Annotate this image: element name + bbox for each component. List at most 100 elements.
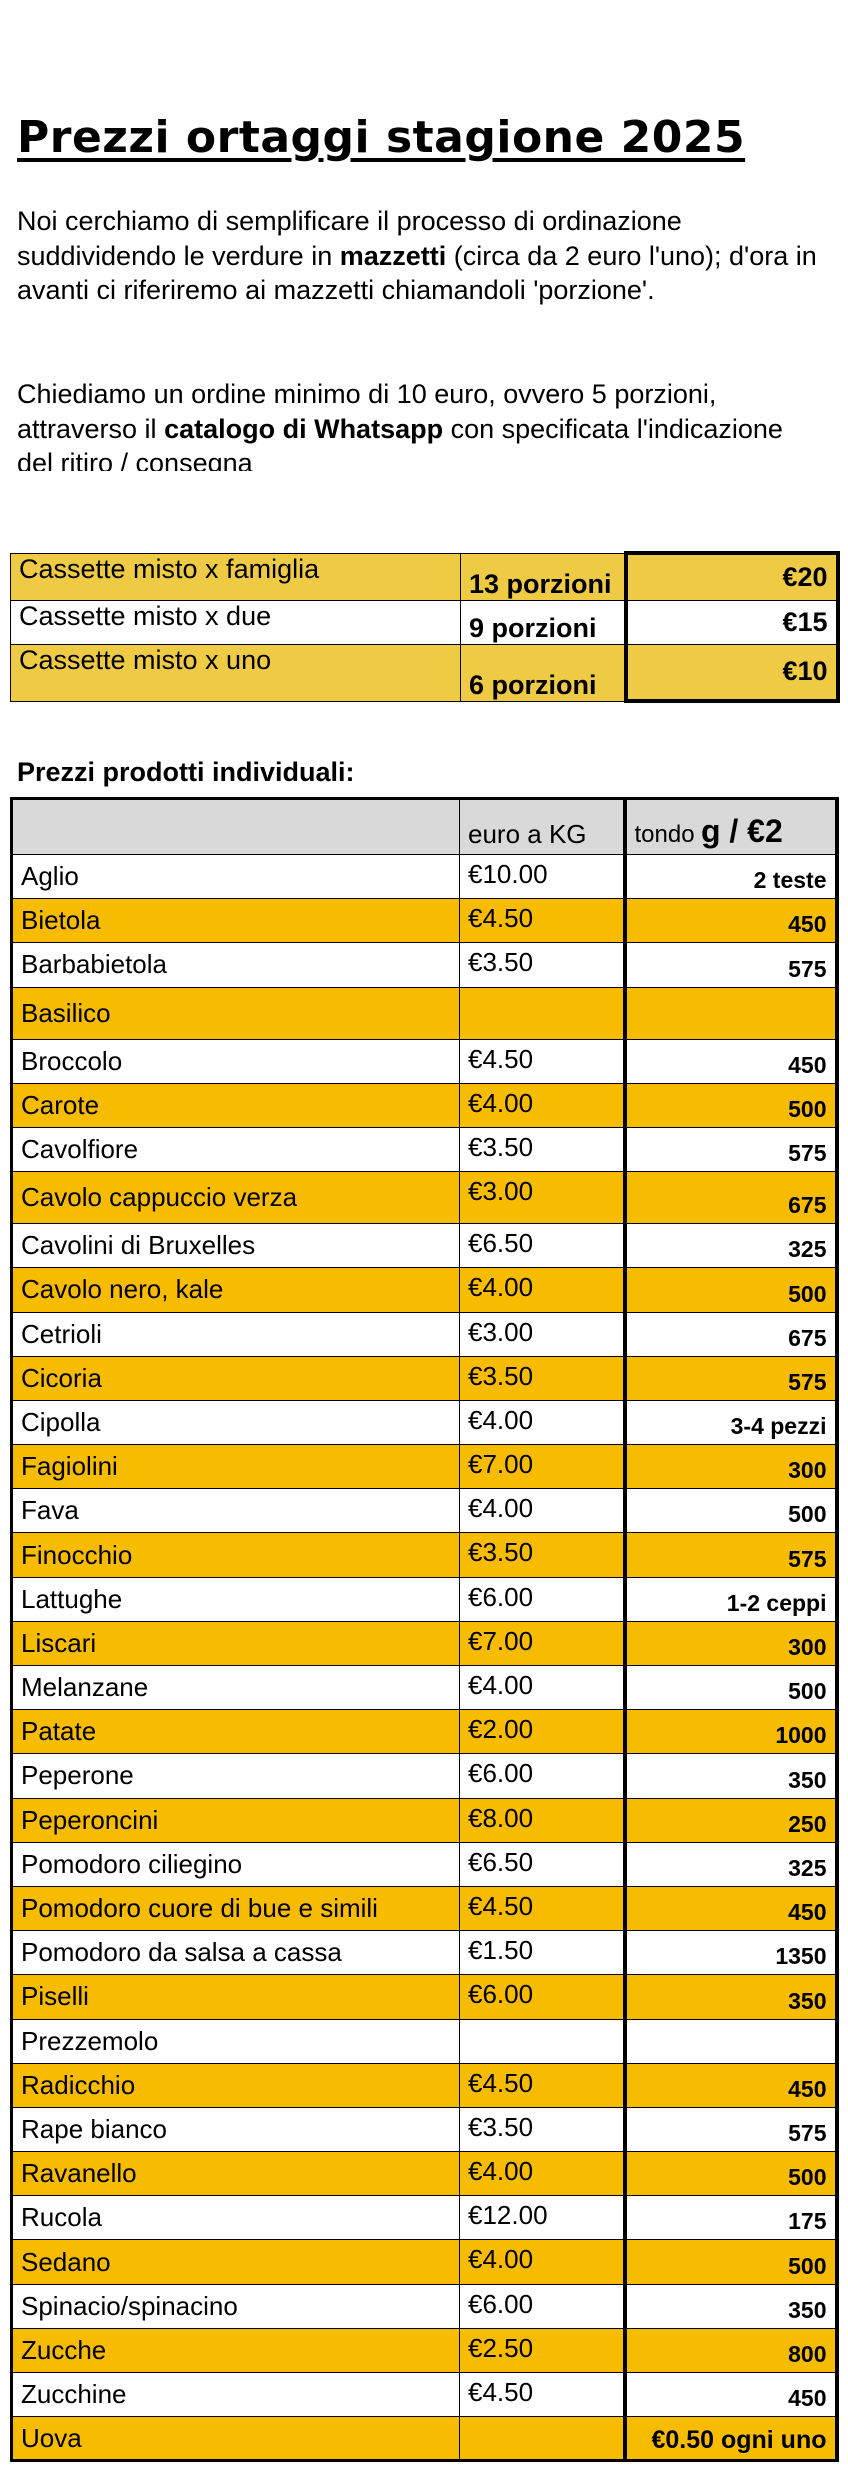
- product-name: Cetrioli: [11, 1311, 460, 1357]
- product-row: Cetrioli €3.00 675: [11, 1311, 839, 1357]
- product-amount: 450: [622, 2371, 839, 2418]
- product-amount: 450: [622, 1885, 839, 1932]
- product-price: [459, 986, 625, 1040]
- product-name: Cipolla: [11, 1399, 460, 1446]
- product-row: Cavolo nero, kale €4.00 500: [11, 1267, 839, 1313]
- product-row: Pomodoro ciliegino €6.50 325: [11, 1841, 839, 1887]
- product-amount: 325: [622, 1223, 839, 1269]
- product-price: €4.00: [459, 2151, 625, 2197]
- product-name: Patate: [11, 1709, 460, 1755]
- product-row: Aglio €10.00 2 teste: [11, 853, 839, 900]
- product-amount: 500: [622, 1488, 839, 1534]
- product-amount: 675: [622, 1311, 839, 1357]
- product-price: €6.50: [459, 1841, 625, 1887]
- box-portions: 13 porzioni: [460, 552, 626, 601]
- product-amount: 675: [622, 1171, 839, 1225]
- product-name: Basilico: [11, 986, 460, 1040]
- product-amount: [622, 2018, 839, 2064]
- intro-paragraph: Chiediamo un ordine minimo di 10 euro, o…: [17, 377, 817, 471]
- product-name: Lattughe: [11, 1576, 460, 1622]
- box-portions: 9 porzioni: [460, 599, 626, 645]
- product-amount: 350: [622, 1974, 839, 2020]
- boxes-table: Cassette misto x famiglia 13 porzioni €20 C…: [10, 551, 840, 703]
- product-price: €4.00: [459, 2239, 625, 2285]
- product-row: Peperoncini €8.00 250: [11, 1797, 839, 1843]
- product-amount: 175: [622, 2195, 839, 2241]
- product-name: Pomodoro ciliegino: [11, 1841, 460, 1887]
- box-price: €20: [623, 551, 840, 601]
- product-name: Radicchio: [11, 2062, 460, 2108]
- product-row: Patate €2.00 1000: [11, 1709, 839, 1755]
- product-row: Pomodoro cuore di bue e simili €4.50 450: [11, 1885, 839, 1932]
- product-amount: 500: [622, 2239, 839, 2285]
- product-name: Bietola: [11, 898, 460, 944]
- product-amount: 1000: [622, 1709, 839, 1755]
- product-name: Aglio: [11, 853, 460, 900]
- product-row: Cavolfiore €3.50 575: [11, 1126, 839, 1173]
- product-amount: 450: [622, 2062, 839, 2108]
- product-amount: 500: [622, 1082, 839, 1128]
- product-row: Broccolo €4.50 450: [11, 1038, 839, 1084]
- bold-text: g / €2: [700, 813, 783, 849]
- product-price: €2.50: [459, 2327, 625, 2374]
- product-price: €3.50: [459, 1532, 625, 1578]
- product-row: Pomodoro da salsa a cassa €1.50 1350: [11, 1930, 839, 1976]
- product-amount: 575: [622, 1355, 839, 1401]
- product-row: Barbabietola €3.50 575: [11, 942, 839, 988]
- product-amount: 450: [622, 898, 839, 944]
- product-amount: 2 teste: [622, 853, 839, 900]
- product-name: Sedano: [11, 2239, 460, 2285]
- product-price: €4.00: [459, 1267, 625, 1313]
- bold-text: mazzetti: [339, 240, 447, 271]
- product-row: Lattughe €6.00 1-2 ceppi: [11, 1576, 839, 1622]
- product-price: €4.50: [459, 898, 625, 944]
- product-price: €6.00: [459, 1576, 625, 1622]
- product-name: Cavolfiore: [11, 1126, 460, 1173]
- product-name: Zucchine: [11, 2371, 460, 2418]
- product-amount: 1350: [622, 1930, 839, 1976]
- product-amount: 350: [622, 2283, 839, 2329]
- product-amount: 300: [622, 1620, 839, 1667]
- product-name: Zucche: [11, 2327, 460, 2374]
- product-amount: 1-2 ceppi: [622, 1576, 839, 1622]
- product-row: Zucche €2.50 800: [11, 2327, 839, 2374]
- box-portions: 6 porzioni: [460, 643, 626, 702]
- product-price: €7.00: [459, 1620, 625, 1667]
- product-amount: 500: [622, 1664, 839, 1711]
- bold-text: catalogo di Whatsapp: [164, 413, 444, 444]
- product-name: Rucola: [11, 2195, 460, 2241]
- header-row: euro a KG tondo g / €2: [11, 798, 839, 855]
- product-amount: 575: [622, 2106, 839, 2153]
- text: Chiediamo un ordine minimo di 10 euro, o…: [17, 379, 717, 444]
- product-name: Liscari: [11, 1620, 460, 1667]
- box-row: Cassette misto x due 9 porzioni €15: [10, 599, 840, 645]
- product-amount: €0.50 ogni uno: [622, 2416, 839, 2462]
- product-amount: 3-4 pezzi: [622, 1399, 839, 1446]
- product-price: €6.50: [459, 1223, 625, 1269]
- product-name: Pomodoro da salsa a cassa: [11, 1930, 460, 1976]
- product-row: Zucchine €4.50 450: [11, 2371, 839, 2418]
- product-name: Barbabietola: [11, 942, 460, 988]
- product-amount: 250: [622, 1797, 839, 1843]
- text: con specificata l'indicazione del ritiro…: [17, 413, 783, 472]
- text: tondo: [634, 821, 695, 848]
- product-price: €2.00: [459, 1709, 625, 1755]
- product-row: Melanzane €4.00 500: [11, 1664, 839, 1711]
- product-price: €4.00: [459, 1664, 625, 1711]
- product-row: Cipolla €4.00 3-4 pezzi: [11, 1399, 839, 1446]
- product-row: Piselli €6.00 350: [11, 1974, 839, 2020]
- product-amount: 800: [622, 2327, 839, 2374]
- product-row: Fagiolini €7.00 300: [11, 1444, 839, 1490]
- product-amount: 500: [622, 2151, 839, 2197]
- product-price: €3.00: [459, 1171, 625, 1225]
- product-name: Fava: [11, 1488, 460, 1534]
- product-price: €3.00: [459, 1311, 625, 1357]
- product-name: Pomodoro cuore di bue e simili: [11, 1885, 460, 1932]
- product-amount: 575: [622, 1126, 839, 1173]
- product-name: Ravanello: [11, 2151, 460, 2197]
- product-name: Cavolo nero, kale: [11, 1267, 460, 1313]
- product-name: Melanzane: [11, 1664, 460, 1711]
- product-row: Fava €4.00 500: [11, 1488, 839, 1534]
- product-row: Finocchio €3.50 575: [11, 1532, 839, 1578]
- product-amount: [622, 986, 839, 1040]
